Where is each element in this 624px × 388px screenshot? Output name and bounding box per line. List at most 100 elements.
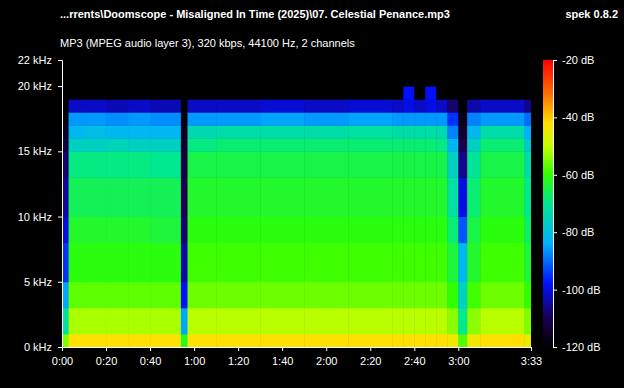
tick-label: -100 dB — [562, 284, 601, 296]
cell — [84, 308, 107, 335]
tick: -40 dB — [553, 111, 594, 123]
cell — [84, 125, 107, 139]
cell — [425, 334, 437, 347]
cell — [414, 334, 426, 347]
cell — [304, 138, 349, 152]
cell — [216, 243, 261, 283]
cell — [150, 308, 181, 335]
cell — [260, 217, 305, 244]
cell — [181, 112, 188, 126]
cell — [106, 217, 129, 244]
cell — [436, 177, 448, 217]
tick-mark — [58, 282, 62, 283]
cell — [524, 138, 531, 152]
cell — [62, 125, 69, 139]
app-label: spek 0.8.2 — [565, 8, 618, 20]
cell — [348, 60, 393, 74]
cell — [62, 151, 69, 178]
axis-line — [63, 348, 532, 352]
cell — [447, 125, 459, 139]
cell — [181, 334, 188, 347]
tick-mark — [58, 347, 62, 348]
cell — [188, 138, 217, 152]
cell — [84, 99, 107, 113]
cell — [150, 282, 181, 309]
cell — [181, 138, 188, 152]
cell — [84, 334, 107, 347]
cell — [348, 177, 393, 217]
tick: 15 kHz — [18, 145, 62, 157]
cell — [436, 243, 448, 283]
cell — [304, 177, 349, 217]
cell — [414, 308, 426, 335]
cell — [181, 177, 188, 217]
cell — [128, 308, 151, 335]
cell — [84, 73, 107, 87]
cell — [69, 112, 85, 126]
cell — [447, 99, 459, 113]
cell — [447, 334, 459, 347]
cell — [188, 334, 217, 347]
cell — [467, 60, 481, 74]
cell — [480, 308, 525, 335]
chart: 0:000:200:401:001:201:402:002:202:403:00… — [0, 0, 624, 388]
cell — [304, 151, 349, 178]
cell — [458, 282, 467, 309]
cell — [403, 151, 415, 178]
cell — [403, 243, 415, 283]
cell — [425, 217, 437, 244]
cell — [260, 60, 305, 74]
cell — [69, 334, 85, 347]
cell — [62, 99, 69, 113]
cell — [524, 282, 531, 309]
cell — [150, 60, 181, 74]
cell — [425, 138, 437, 152]
cell — [524, 112, 531, 126]
cell — [106, 177, 129, 217]
cell — [216, 282, 261, 309]
cell — [106, 99, 129, 113]
cell — [425, 243, 437, 283]
cell — [403, 308, 415, 335]
cell — [480, 60, 525, 74]
cell — [150, 334, 181, 347]
cell — [216, 60, 261, 74]
cell — [524, 151, 531, 178]
cell — [84, 177, 107, 217]
cell — [458, 138, 467, 152]
cell — [524, 60, 531, 74]
cell — [467, 334, 481, 347]
cell — [467, 138, 481, 152]
cell — [447, 243, 459, 283]
cell — [436, 60, 448, 74]
cell — [128, 282, 151, 309]
cell — [392, 99, 404, 113]
cell — [188, 308, 217, 335]
cell — [403, 217, 415, 244]
cell — [348, 125, 393, 139]
tick: 0 kHz — [24, 341, 62, 353]
cell — [348, 334, 393, 347]
cell — [480, 99, 525, 113]
tick-label: 10 kHz — [18, 211, 52, 223]
cell — [260, 86, 305, 100]
cell — [425, 151, 437, 178]
cell — [458, 73, 467, 87]
cell — [188, 112, 217, 126]
cell — [392, 243, 404, 283]
tick-label: -120 dB — [562, 341, 601, 353]
tick-label: 2:00 — [316, 355, 337, 367]
cell — [150, 151, 181, 178]
cell — [128, 217, 151, 244]
cell — [188, 60, 217, 74]
cell — [392, 334, 404, 347]
cell — [62, 73, 69, 87]
cell — [447, 112, 459, 126]
cell — [69, 217, 85, 244]
tick: 20 kHz — [18, 80, 62, 92]
cell — [128, 243, 151, 283]
cell — [304, 217, 349, 244]
cell — [216, 73, 261, 87]
tick-label: 1:40 — [272, 355, 293, 367]
cell — [414, 243, 426, 283]
